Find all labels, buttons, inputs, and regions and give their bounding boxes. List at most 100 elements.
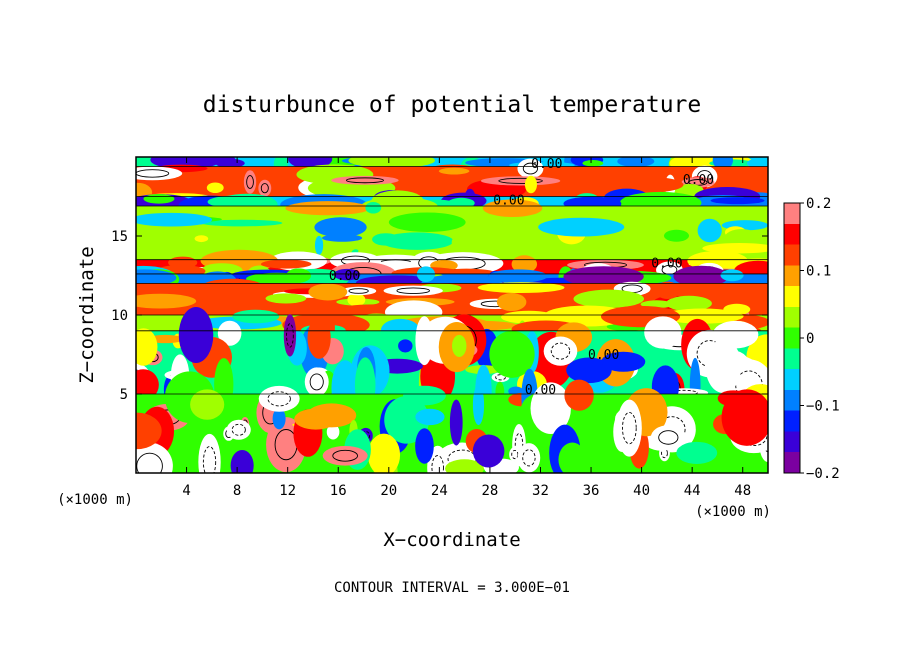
field-cell [415,408,445,426]
field-cell [403,385,446,406]
field-cell [333,268,361,281]
contour-line [309,373,324,391]
field-cell [472,434,505,468]
colorbar-tick-label: −0.2 [806,466,840,482]
field-cell [136,369,159,401]
contour-line [286,323,294,348]
y-axis-unit: (×1000 m) [57,492,133,508]
field-cell [482,199,543,217]
field-cell [663,229,690,242]
field-cell [367,433,401,473]
field-cell [650,425,686,450]
field-cell [617,157,655,168]
field-cell [326,424,340,440]
field-cell [496,293,527,312]
field-cell [564,379,594,411]
colorbar-tick-label: 0 [806,331,814,347]
contour-line [260,183,269,194]
field-cell [419,164,486,186]
x-tick-label: 40 [633,483,650,499]
x-tick-label: 44 [684,483,701,499]
field-cell [143,194,175,204]
field-cell [190,389,225,420]
contour-line [246,175,254,189]
colorbar-ticks: 0.2 0.1 0 −0.1 −0.2 [800,196,840,482]
field-cell [501,310,557,324]
field-cell [272,408,286,430]
field-cell [472,384,485,426]
field-cell [697,218,722,243]
field-cell [582,160,604,167]
field-cell [563,266,644,287]
field-cell [285,201,371,216]
x-tick-label: 16 [330,483,347,499]
field-cell [178,306,214,363]
field-cell [721,389,768,446]
field-cell [347,293,366,307]
field-cell [388,212,466,232]
x-axis-ticks: 4 8 12 16 20 24 28 32 36 40 44 48 [182,157,751,499]
field-cell [438,167,470,175]
x-tick-label: 36 [583,483,600,499]
x-tick-label: 12 [279,483,296,499]
field-cell [517,443,541,473]
colorbar-scale [783,202,801,474]
field-cell [538,217,625,237]
x-tick-label: 20 [380,483,397,499]
contour-line [231,423,246,436]
field-cell [260,259,312,269]
field-cell [480,176,561,186]
field-cell [230,450,254,473]
field-cell [340,286,377,296]
field-cell [402,187,465,196]
field-cell [207,195,266,209]
field-cell [380,232,454,250]
field-cell [451,231,485,254]
field-cell [566,357,612,384]
field-cell [258,179,272,197]
field-cell [322,234,363,242]
field-cell [226,419,251,440]
field-cell [573,289,644,308]
x-tick-label: 8 [233,483,241,499]
field-cell [558,442,587,473]
contour-label: 0.00 [525,383,556,398]
field-cell [477,282,565,293]
contour-label: 0.00 [651,257,682,272]
field-cell [243,170,257,194]
y-tick-label: 15 [111,229,128,245]
y-axis-label: Z−coordinate [76,246,98,383]
field-cell [307,317,331,359]
contour-label: 0.00 [588,348,619,363]
contour-line [522,449,536,467]
field-cell [283,314,297,357]
field-cell [724,229,759,247]
field-cell [206,182,224,193]
field-cell [308,283,348,301]
field-cell [720,269,744,282]
field-cell [265,293,307,304]
field-cell [136,166,183,181]
field-cell [258,385,300,412]
contour-line [345,177,384,184]
field-cell [314,217,367,238]
field-cell [644,316,682,349]
contour-line [396,287,430,294]
field-cell [304,367,329,397]
field-cell [198,433,221,473]
field-cell [661,308,744,324]
field-cell [524,175,537,194]
field-cell [383,285,443,296]
field-cell [665,295,712,312]
contour-label: 0.00 [329,269,360,284]
field-cell [445,459,484,473]
field-cell [360,197,438,217]
chart-title: disturbunce of potential temperature [203,92,702,118]
colorbar-tick-label: −0.1 [806,399,840,415]
field-cell [415,428,434,464]
field-cell [695,413,712,440]
field-cell [136,212,213,227]
y-tick-label: 5 [120,387,128,403]
field-cell [449,399,463,446]
